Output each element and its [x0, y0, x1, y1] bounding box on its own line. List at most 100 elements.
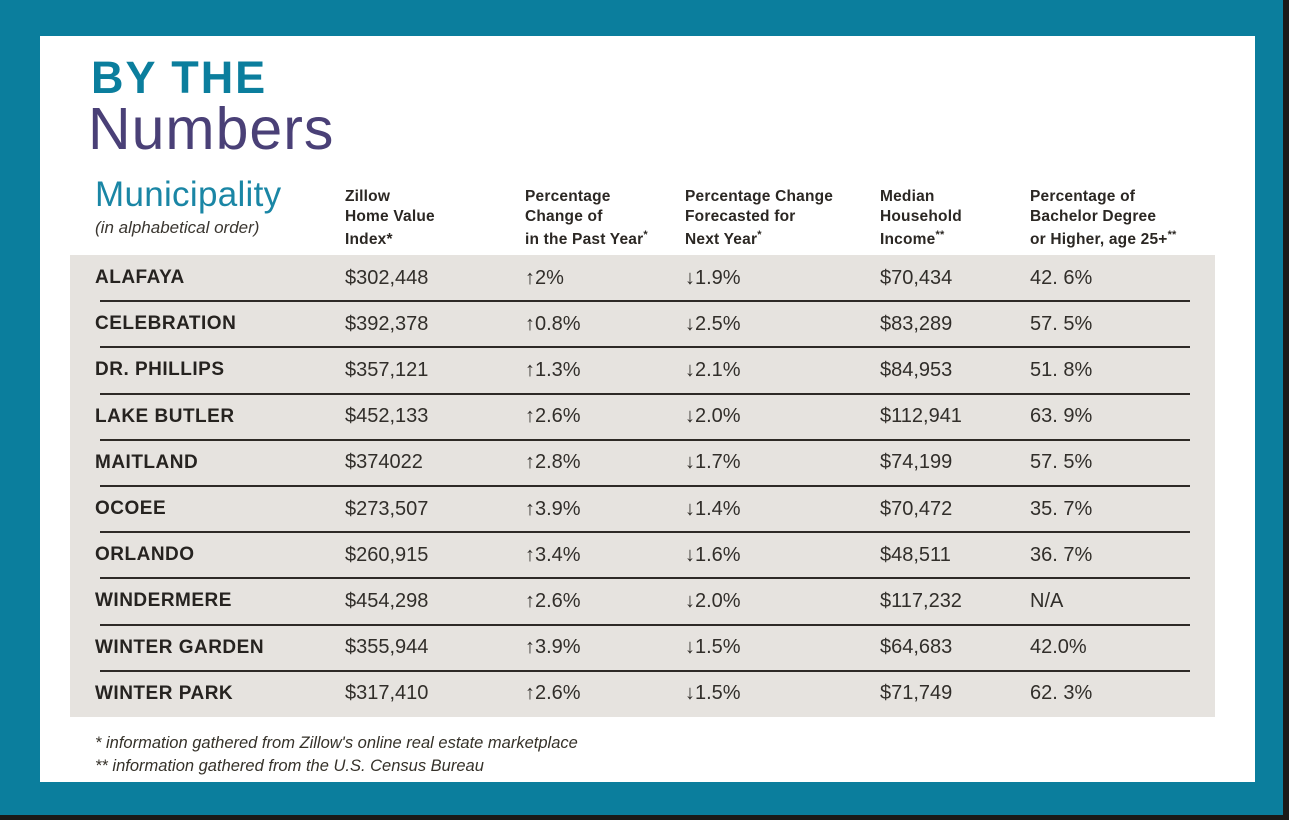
median-income-value: $74,199: [880, 451, 953, 474]
median-income-value: $70,434: [880, 266, 953, 289]
forecast-change-value: ↓1.6%: [685, 543, 741, 566]
footnote-marker: **: [935, 229, 945, 241]
municipality-name: LAKE BUTLER: [95, 405, 235, 427]
municipality-column-header: Municipality (in alphabetical order): [95, 175, 281, 238]
median-income-value: $117,232: [880, 589, 962, 612]
municipality-name: OCOEE: [95, 498, 167, 520]
bachelor-pct-value: 42. 6%: [1030, 266, 1093, 289]
median-income-value: $71,749: [880, 682, 953, 705]
municipality-name: ALAFAYA: [95, 267, 185, 289]
municipality-name: CELEBRATION: [95, 313, 237, 335]
column-header-bachelor-degree: Percentage of Bachelor Degree or Higher,…: [1030, 187, 1177, 250]
forecast-change-value: ↓2.1%: [685, 358, 741, 381]
header-line: Home Value: [345, 207, 435, 225]
past-year-change-value: ↑2%: [525, 266, 564, 289]
forecast-change-value: ↓2.0%: [685, 589, 741, 612]
forecast-change-value: ↓1.7%: [685, 451, 741, 474]
zillow-index-value: $355,944: [345, 636, 429, 659]
municipality-name: WINDERMERE: [95, 590, 232, 612]
municipality-name: DR. PHILLIPS: [95, 359, 225, 381]
bachelor-pct-value: 35. 7%: [1030, 497, 1093, 520]
column-header-forecast-change: Percentage Change Forecasted for Next Ye…: [685, 187, 833, 250]
header-line: Median: [880, 188, 935, 205]
zillow-index-value: $302,448: [345, 266, 429, 289]
table-row-winter-park: WINTER PARK $317,410 ↑2.6% ↓1.5% $71,749…: [70, 669, 1215, 717]
zillow-index-value: $392,378: [345, 312, 429, 335]
footnote-marker: **: [1167, 229, 1177, 241]
past-year-change-value: ↑2.8%: [525, 451, 581, 474]
header-line: Next Year: [685, 231, 758, 249]
header-line: Zillow: [345, 188, 391, 205]
forecast-change-value: ↓2.0%: [685, 405, 741, 428]
bachelor-pct-value: 42.0%: [1030, 636, 1087, 659]
municipality-name: WINTER GARDEN: [95, 636, 265, 658]
bachelor-pct-value: N/A: [1030, 589, 1064, 612]
municipality-header-subtitle: (in alphabetical order): [95, 218, 260, 237]
page-title-numbers: Numbers: [88, 96, 335, 162]
forecast-change-value: ↓1.5%: [685, 636, 741, 659]
past-year-change-value: ↑2.6%: [525, 589, 581, 612]
municipality-name: MAITLAND: [95, 451, 199, 473]
median-income-value: $70,472: [880, 497, 953, 520]
forecast-change-value: ↓2.5%: [685, 312, 741, 335]
header-line: Bachelor Degree: [1030, 207, 1157, 225]
municipality-header-title: Municipality: [95, 175, 282, 214]
zillow-index-value: $374022: [345, 451, 423, 474]
zillow-index-value: $452,133: [345, 405, 429, 428]
header-line: Percentage Change: [685, 188, 834, 205]
table-row-dr-phillips: DR. PHILLIPS $357,121 ↑1.3% ↓2.1% $84,95…: [70, 346, 1215, 393]
header-line: Percentage: [525, 188, 611, 205]
past-year-change-value: ↑2.6%: [525, 405, 581, 428]
footnote-marker: *: [643, 229, 648, 241]
header-line: Percentage of: [1030, 188, 1136, 205]
zillow-index-value: $273,507: [345, 497, 429, 520]
table-row-orlando: ORLANDO $260,915 ↑3.4% ↓1.6% $48,511 36.…: [70, 531, 1215, 578]
bachelor-pct-value: 36. 7%: [1030, 543, 1093, 566]
forecast-change-value: ↓1.5%: [685, 682, 741, 705]
past-year-change-value: ↑3.9%: [525, 497, 581, 520]
past-year-change-value: ↑3.9%: [525, 636, 581, 659]
median-income-value: $64,683: [880, 636, 953, 659]
bachelor-pct-value: 62. 3%: [1030, 682, 1093, 705]
past-year-change-value: ↑1.3%: [525, 358, 581, 381]
data-table: ALAFAYA $302,448 ↑2% ↓1.9% $70,434 42. 6…: [70, 255, 1215, 717]
footnotes: * information gathered from Zillow's onl…: [95, 732, 578, 778]
header-line: Income: [880, 231, 936, 249]
table-row-lake-butler: LAKE BUTLER $452,133 ↑2.6% ↓2.0% $112,94…: [70, 392, 1215, 440]
footnote-marker: *: [757, 229, 762, 241]
zillow-index-value: $454,298: [345, 589, 429, 612]
header-line: Household: [880, 207, 962, 225]
median-income-value: $83,289: [880, 312, 953, 335]
table-row-ocoee: OCOEE $273,507 ↑3.9% ↓1.4% $70,472 35. 7…: [70, 484, 1215, 532]
header-line: Forecasted for: [685, 207, 796, 225]
column-header-past-year-change: Percentage Change of in the Past Year*: [525, 187, 648, 250]
past-year-change-value: ↑2.6%: [525, 682, 581, 705]
bachelor-pct-value: 57. 5%: [1030, 451, 1093, 474]
column-header-median-income: Median Household Income**: [880, 187, 962, 250]
header-line: or Higher, age 25+: [1030, 231, 1168, 249]
table-row-windermere: WINDERMERE $454,298 ↑2.6% ↓2.0% $117,232…: [70, 577, 1215, 624]
column-header-zillow-home-value-index: Zillow Home Value Index*: [345, 187, 435, 250]
forecast-change-value: ↓1.9%: [685, 266, 741, 289]
footnote-census: ** information gathered from the U.S. Ce…: [95, 757, 484, 775]
median-income-value: $48,511: [880, 543, 951, 566]
page-edge-bottom: [0, 815, 1289, 820]
header-line: Change of: [525, 207, 603, 225]
zillow-index-value: $357,121: [345, 358, 429, 381]
page-edge-right: [1283, 0, 1289, 820]
municipality-name: ORLANDO: [95, 544, 195, 566]
past-year-change-value: ↑3.4%: [525, 543, 581, 566]
zillow-index-value: $260,915: [345, 543, 429, 566]
table-row-maitland: MAITLAND $374022 ↑2.8% ↓1.7% $74,199 57.…: [70, 438, 1215, 486]
municipality-name: WINTER PARK: [95, 682, 234, 704]
past-year-change-value: ↑0.8%: [525, 312, 581, 335]
page-title-by-the: BY THE: [91, 52, 268, 103]
median-income-value: $84,953: [880, 358, 953, 381]
forecast-change-value: ↓1.4%: [685, 497, 741, 520]
table-row-alafaya: ALAFAYA $302,448 ↑2% ↓1.9% $70,434 42. 6…: [70, 255, 1215, 301]
median-income-value: $112,941: [880, 405, 962, 428]
table-row-celebration: CELEBRATION $392,378 ↑0.8% ↓2.5% $83,289…: [70, 300, 1215, 347]
by-the-numbers-card: BY THE Numbers Municipality (in alphabet…: [40, 36, 1255, 782]
bachelor-pct-value: 63. 9%: [1030, 405, 1093, 428]
